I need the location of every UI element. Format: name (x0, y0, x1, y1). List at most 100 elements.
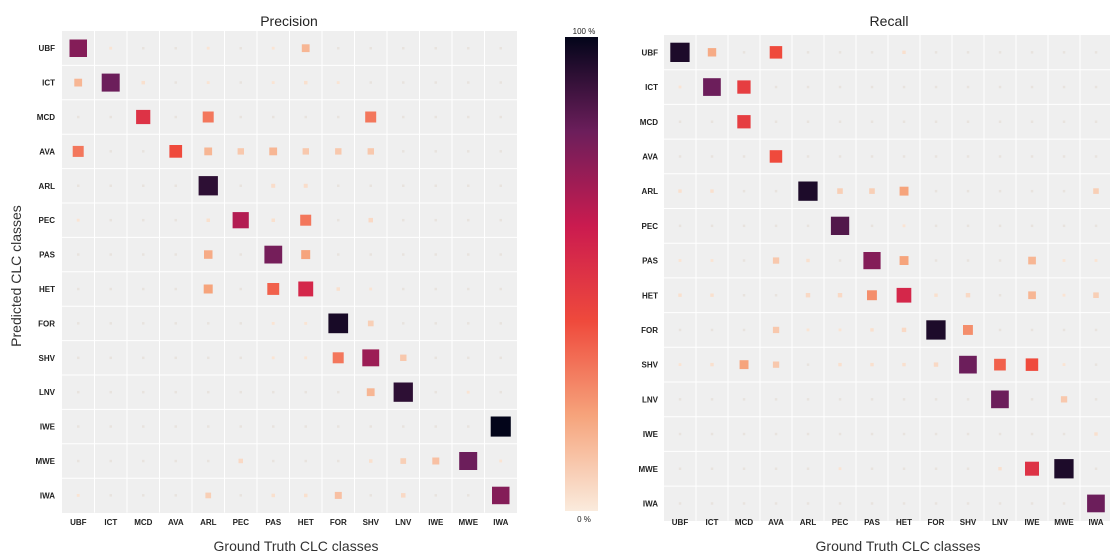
precision-cell-het-lnv (402, 287, 405, 291)
recall-cell-pas-iwe (1028, 256, 1036, 265)
precision-cell-pec-arl (206, 218, 210, 222)
precision-cell-pec-shv (368, 217, 373, 223)
recall-cell-ict-ubf (678, 85, 682, 89)
recall-cell-het-iwe (1028, 291, 1036, 300)
precision-cell-het-iwa (499, 287, 502, 291)
precision-y-tick-arl: ARL (39, 182, 56, 191)
precision-cell-iwe-for (337, 425, 340, 428)
precision-cell-iwe-het (304, 425, 307, 428)
recall-cell-ict-mwe (1062, 85, 1066, 89)
recall-cell-het-pec (837, 293, 843, 298)
precision-cell-ava-for (335, 148, 342, 155)
precision-cell-arl-iwe (434, 184, 437, 187)
precision-cell-lnv-ubf (77, 390, 80, 394)
precision-cell-pas-for (337, 253, 340, 256)
recall-cell-ubf-iwe (1030, 51, 1034, 54)
recall-cell-pec-arl (806, 224, 810, 228)
precision-cell-shv-ava (174, 356, 177, 360)
precision-cell-arl-pec (239, 184, 242, 187)
recall-cell-lnv-for (934, 398, 938, 401)
precision-cell-mcd-for (337, 115, 340, 119)
recall-cell-lnv-mcd (742, 398, 746, 401)
recall-cell-ubf-ubf (670, 42, 690, 62)
precision-cell-arl-ubf (77, 184, 80, 187)
recall-cell-het-ava (774, 294, 778, 297)
precision-cell-shv-ict (109, 356, 112, 360)
recall-cell-iwa-mwe (1062, 502, 1066, 505)
recall-cell-iwa-pec (838, 502, 842, 505)
precision-x-tick-mwe: MWE (459, 518, 479, 527)
recall-cell-iwe-lnv (998, 432, 1002, 436)
recall-cell-ubf-mwe (1062, 51, 1066, 54)
precision-cell-ict-arl (206, 81, 210, 84)
recall-cell-pas-pec (838, 259, 842, 262)
recall-cell-iwa-iwe (1030, 502, 1034, 505)
precision-cell-mwe-ict (109, 459, 112, 463)
recall-cell-for-iwe (1030, 328, 1034, 332)
precision-cell-for-shv (367, 320, 374, 327)
recall-cell-arl-lnv (998, 189, 1002, 193)
recall-x-tick-pec: PEC (832, 518, 849, 527)
precision-cells (62, 31, 517, 513)
precision-cell-mcd-shv (365, 111, 377, 123)
recall-cell-ict-pec (838, 85, 842, 89)
recall-cell-pas-mwe (1062, 259, 1066, 262)
recall-cell-shv-iwe (1025, 358, 1039, 371)
precision-cell-pas-arl (204, 250, 213, 259)
recall-cell-ava-mcd (742, 155, 746, 158)
recall-y-ticks: UBF ICT MCD AVA ARL PEC PAS HET FOR SHV LNV IWE MWE I… (638, 48, 658, 508)
precision-cell-ict-pas (271, 81, 275, 84)
precision-cell-lnv-iwa (499, 390, 502, 394)
recall-cell-het-lnv (998, 294, 1002, 297)
recall-cell-pec-ict (710, 224, 714, 228)
precision-cell-pec-ict (109, 218, 112, 222)
recall-y-tick-het: HET (642, 291, 658, 300)
recall-cell-lnv-shv (966, 398, 970, 401)
recall-cell-ict-het (902, 85, 906, 89)
precision-cell-arl-shv (369, 184, 372, 187)
recall-cell-iwe-mwe (1062, 432, 1066, 436)
precision-x-tick-het: HET (298, 518, 314, 527)
precision-cell-ava-lnv (402, 150, 405, 153)
recall-cell-for-lnv (998, 328, 1002, 332)
recall-cell-iwe-for (934, 432, 938, 436)
recall-y-tick-mwe: MWE (638, 465, 658, 474)
recall-y-tick-ubf: UBF (642, 48, 659, 57)
precision-cell-pas-ubf (77, 253, 80, 256)
recall-cell-iwe-mcd (742, 432, 746, 436)
recall-cell-het-mwe (1062, 293, 1066, 297)
recall-cell-mcd-shv (966, 120, 970, 123)
precision-x-tick-ict: ICT (104, 518, 117, 527)
recall-cell-mcd-mwe (1062, 120, 1066, 123)
recall-x-tick-ict: ICT (706, 518, 719, 527)
recall-cell-mwe-iwe (1025, 461, 1039, 476)
colorbar-gradient (565, 37, 598, 511)
recall-cell-arl-pas (869, 188, 875, 194)
recall-cell-ict-mcd (737, 80, 751, 94)
precision-cell-ubf-het (301, 44, 310, 53)
recall-cell-pec-mwe (1062, 224, 1066, 228)
recall-cell-arl-arl (798, 181, 818, 201)
precision-cell-ubf-for (337, 47, 340, 50)
recall-cell-iwe-het (902, 432, 906, 436)
recall-cell-het-for (934, 293, 938, 297)
recall-cell-shv-mcd (739, 360, 749, 370)
precision-cell-arl-ava (174, 184, 177, 187)
precision-cell-shv-het (304, 356, 308, 360)
precision-cell-iwa-ava (174, 494, 177, 497)
recall-cell-iwa-for (934, 502, 938, 505)
precision-y-tick-iwa: IWA (40, 491, 55, 500)
precision-cell-het-pas (267, 283, 280, 295)
precision-cell-ubf-ava (174, 47, 177, 50)
recall-cell-for-ava (772, 326, 780, 334)
recall-cell-ava-het (902, 155, 906, 158)
recall-cell-ict-lnv (998, 85, 1002, 89)
precision-cell-mwe-arl (207, 459, 210, 463)
recall-x-tick-het: HET (896, 518, 912, 527)
recall-cell-iwa-iwa (1087, 494, 1105, 513)
precision-cell-shv-iwa (499, 356, 502, 360)
recall-y-tick-mcd: MCD (640, 118, 658, 127)
precision-cell-arl-mwe (467, 184, 470, 187)
recall-cell-iwe-iwa (1094, 432, 1098, 436)
recall-cell-mwe-iwa (1094, 467, 1098, 470)
